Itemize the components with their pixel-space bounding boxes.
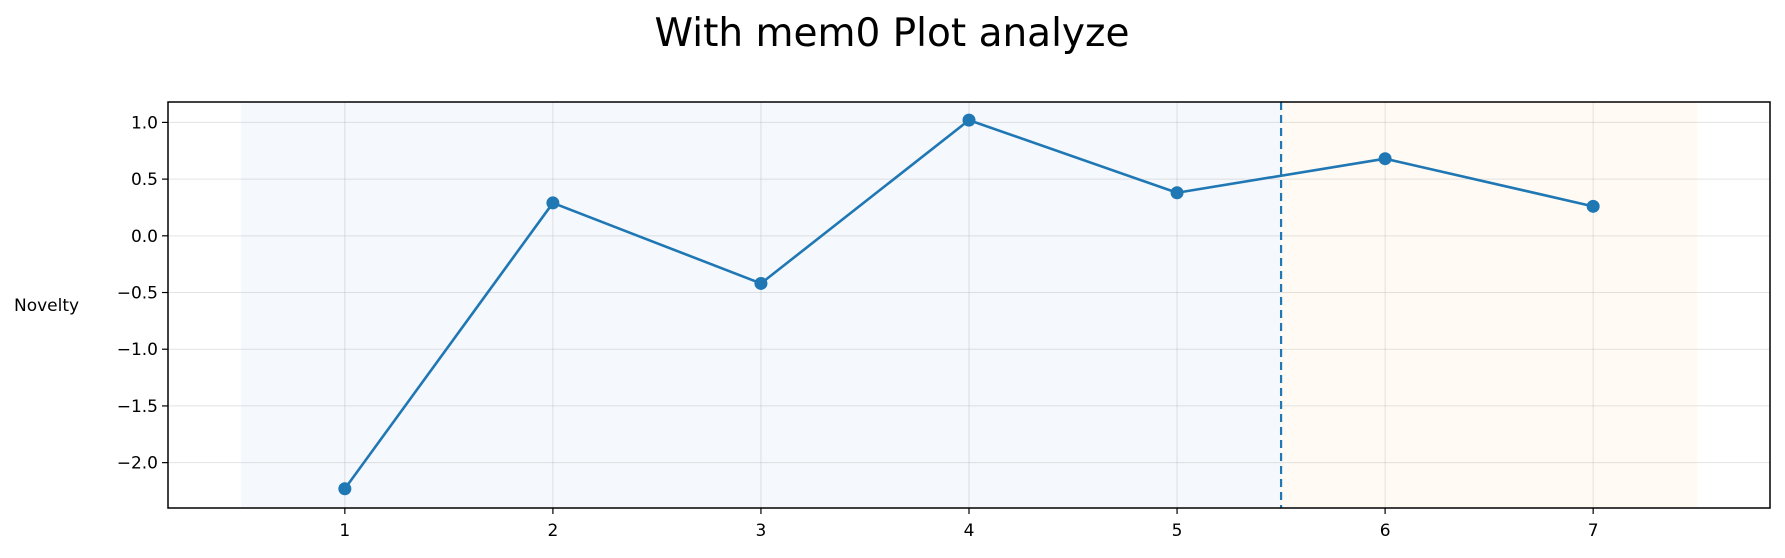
y-tick-label: −1.0 xyxy=(117,340,158,360)
chart-title: With mem0 Plot analyze xyxy=(655,11,1130,56)
data-point xyxy=(962,113,976,127)
y-tick-label: −0.5 xyxy=(117,284,158,304)
series-layer xyxy=(338,113,1600,496)
y-axis-label: Novelty xyxy=(14,296,79,316)
shaded-region-2 xyxy=(1281,102,1698,508)
y-tick-label: 0.0 xyxy=(131,227,158,247)
data-point xyxy=(1378,152,1392,166)
x-tick-label: 2 xyxy=(547,521,558,541)
x-tick-label: 3 xyxy=(756,521,767,541)
x-tick-label: 5 xyxy=(1172,521,1183,541)
data-point xyxy=(754,276,768,290)
data-point xyxy=(338,482,352,496)
x-tick-label: 7 xyxy=(1588,521,1599,541)
y-tick-label: −1.5 xyxy=(117,397,158,417)
y-axis-ticks: 1.0 0.5 0.0 −0.5 −1.0 −1.5 −2.0 xyxy=(117,113,168,474)
data-point xyxy=(1586,199,1600,213)
y-tick-label: −2.0 xyxy=(117,454,158,474)
x-axis-ticks: 1 2 3 4 5 6 7 xyxy=(339,508,1599,541)
data-point xyxy=(546,196,560,210)
y-tick-label: 0.5 xyxy=(131,170,158,190)
y-tick-label: 1.0 xyxy=(131,113,158,133)
x-tick-label: 4 xyxy=(964,521,975,541)
data-point xyxy=(1170,186,1184,200)
x-tick-label: 6 xyxy=(1380,521,1391,541)
x-tick-label: 1 xyxy=(339,521,350,541)
